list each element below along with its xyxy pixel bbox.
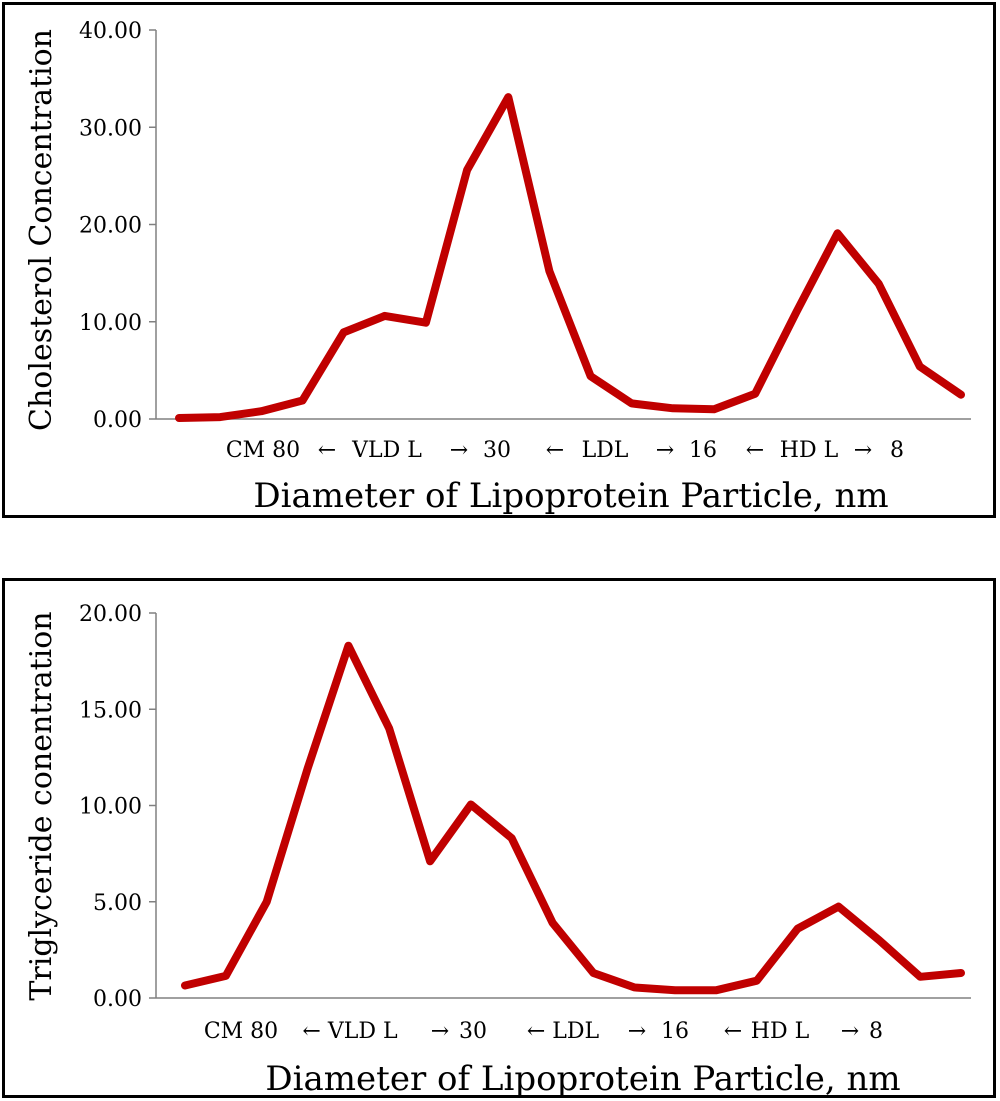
triglyceride-chart: 0.00 5.00 10.00 15.00 20.00 Triglyceride cone…: [24, 602, 971, 1099]
y-tick-label: 0.00: [93, 408, 142, 433]
x-category-label: →: [841, 1019, 859, 1044]
x-category-label: 16: [689, 438, 717, 463]
x-category-label: ←: [318, 438, 336, 463]
x-category-label: VLD L: [351, 438, 422, 463]
x-axis-title: Diameter of Lipoprotein Particle, nm: [265, 1059, 900, 1099]
series-line: [181, 641, 965, 995]
y-tick-label: 20.00: [79, 214, 142, 239]
x-category-label: ←: [546, 438, 564, 463]
x-category-label: LDL: [582, 438, 629, 463]
x-category-label: →: [628, 1019, 646, 1044]
y-axis-title: Cholesterol Concentration: [24, 29, 59, 431]
y-tick-label: 10.00: [79, 311, 142, 336]
x-axis-title: Diameter of Lipoprotein Particle, nm: [253, 476, 888, 516]
y-axis-title: Triglyceride conentration: [24, 611, 59, 1000]
x-category-label: ← VLD L: [302, 1019, 398, 1044]
x-category-label: →: [656, 438, 674, 463]
x-category-label: →: [450, 438, 468, 463]
x-category-label: ← LDL: [527, 1019, 600, 1044]
x-category-label: →: [431, 1019, 449, 1044]
x-category-label: 8: [890, 438, 904, 463]
x-category-label: 16: [661, 1019, 689, 1044]
cholesterol-chart: 0.00 10.00 20.00 30.00 40.00 Cholesterol Conc…: [24, 19, 971, 516]
x-category-label: ←: [724, 1019, 742, 1044]
y-tick-label: 15.00: [79, 698, 142, 723]
cholesterol-chart-panel: 0.00 10.00 20.00 30.00 40.00 Cholesterol Conc…: [2, 2, 996, 518]
x-category-label: 30: [459, 1019, 487, 1044]
y-tick-label: 40.00: [79, 19, 142, 44]
y-tick-label: 20.00: [79, 602, 142, 627]
y-tick-label: 30.00: [79, 116, 142, 141]
series-line: [175, 93, 965, 422]
x-category-label: 8: [869, 1019, 883, 1044]
x-category-label: →: [854, 438, 872, 463]
x-category-label: HD L: [751, 1019, 810, 1044]
x-category-label: CM 80: [204, 1019, 278, 1044]
triglyceride-chart-panel: 0.00 5.00 10.00 15.00 20.00 Triglyceride cone…: [2, 578, 996, 1099]
x-category-label: 30: [483, 438, 511, 463]
x-category-label: ←: [746, 438, 764, 463]
x-category-label: HD L: [780, 438, 839, 463]
y-tick-label: 10.00: [79, 795, 142, 820]
x-category-label: CM 80: [226, 438, 300, 463]
y-tick-label: 5.00: [93, 891, 142, 916]
y-tick-label: 0.00: [93, 987, 142, 1012]
